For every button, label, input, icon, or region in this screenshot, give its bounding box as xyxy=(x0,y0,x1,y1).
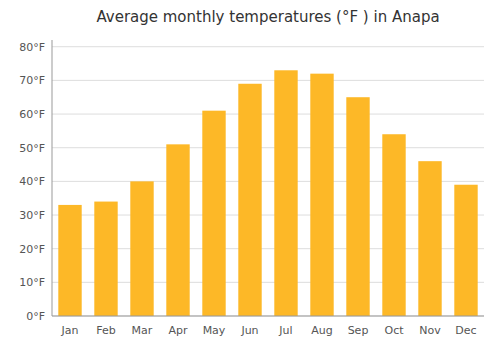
y-tick-label: 60°F xyxy=(19,108,45,121)
x-tick-label: Mar xyxy=(132,324,153,337)
chart: Average monthly temperatures (°F ) in An… xyxy=(0,0,500,350)
y-tick-label: 10°F xyxy=(19,276,45,289)
x-tick-label: Apr xyxy=(168,324,188,337)
title: Average monthly temperatures (°F ) in An… xyxy=(96,8,439,26)
bar xyxy=(454,185,477,316)
bar xyxy=(310,74,333,316)
bar xyxy=(418,161,441,316)
y-tick-label: 50°F xyxy=(19,142,45,155)
bar xyxy=(382,134,405,316)
y-axis-line xyxy=(52,40,53,316)
bar xyxy=(130,181,153,316)
grid-line xyxy=(52,80,484,81)
grid-line xyxy=(52,46,484,47)
bar xyxy=(238,84,261,316)
y-tick-label: 20°F xyxy=(19,243,45,256)
bar xyxy=(274,70,297,316)
x-tick-label: Oct xyxy=(384,324,404,337)
y-tick-label: 30°F xyxy=(19,209,45,222)
chart-container: Average monthly temperatures (°F ) in An… xyxy=(0,0,500,350)
x-tick-label: Sep xyxy=(348,324,369,337)
x-tick-label: Dec xyxy=(455,324,476,337)
bar xyxy=(94,202,117,316)
x-tick-label: Jun xyxy=(240,324,258,337)
x-tick-label: Nov xyxy=(419,324,441,337)
bar xyxy=(346,97,369,316)
bar xyxy=(58,205,81,316)
y-tick-label: 40°F xyxy=(19,175,45,188)
x-axis-line xyxy=(52,316,484,317)
y-tick-label: 80°F xyxy=(19,41,45,54)
x-tick-label: May xyxy=(203,324,226,337)
grid xyxy=(52,47,484,316)
y-tick-label: 0°F xyxy=(26,310,45,323)
grid-line xyxy=(52,147,484,148)
grid-line xyxy=(52,114,484,115)
x-tick-label: Jan xyxy=(61,324,79,337)
x-tick-label: Feb xyxy=(96,324,115,337)
y-tick-label: 70°F xyxy=(19,74,45,87)
bar xyxy=(202,111,225,316)
x-tick-label: Aug xyxy=(311,324,332,337)
x-tick-label: Jul xyxy=(278,324,292,337)
bars xyxy=(58,70,477,316)
bar xyxy=(166,144,189,316)
grid-line xyxy=(52,316,484,317)
